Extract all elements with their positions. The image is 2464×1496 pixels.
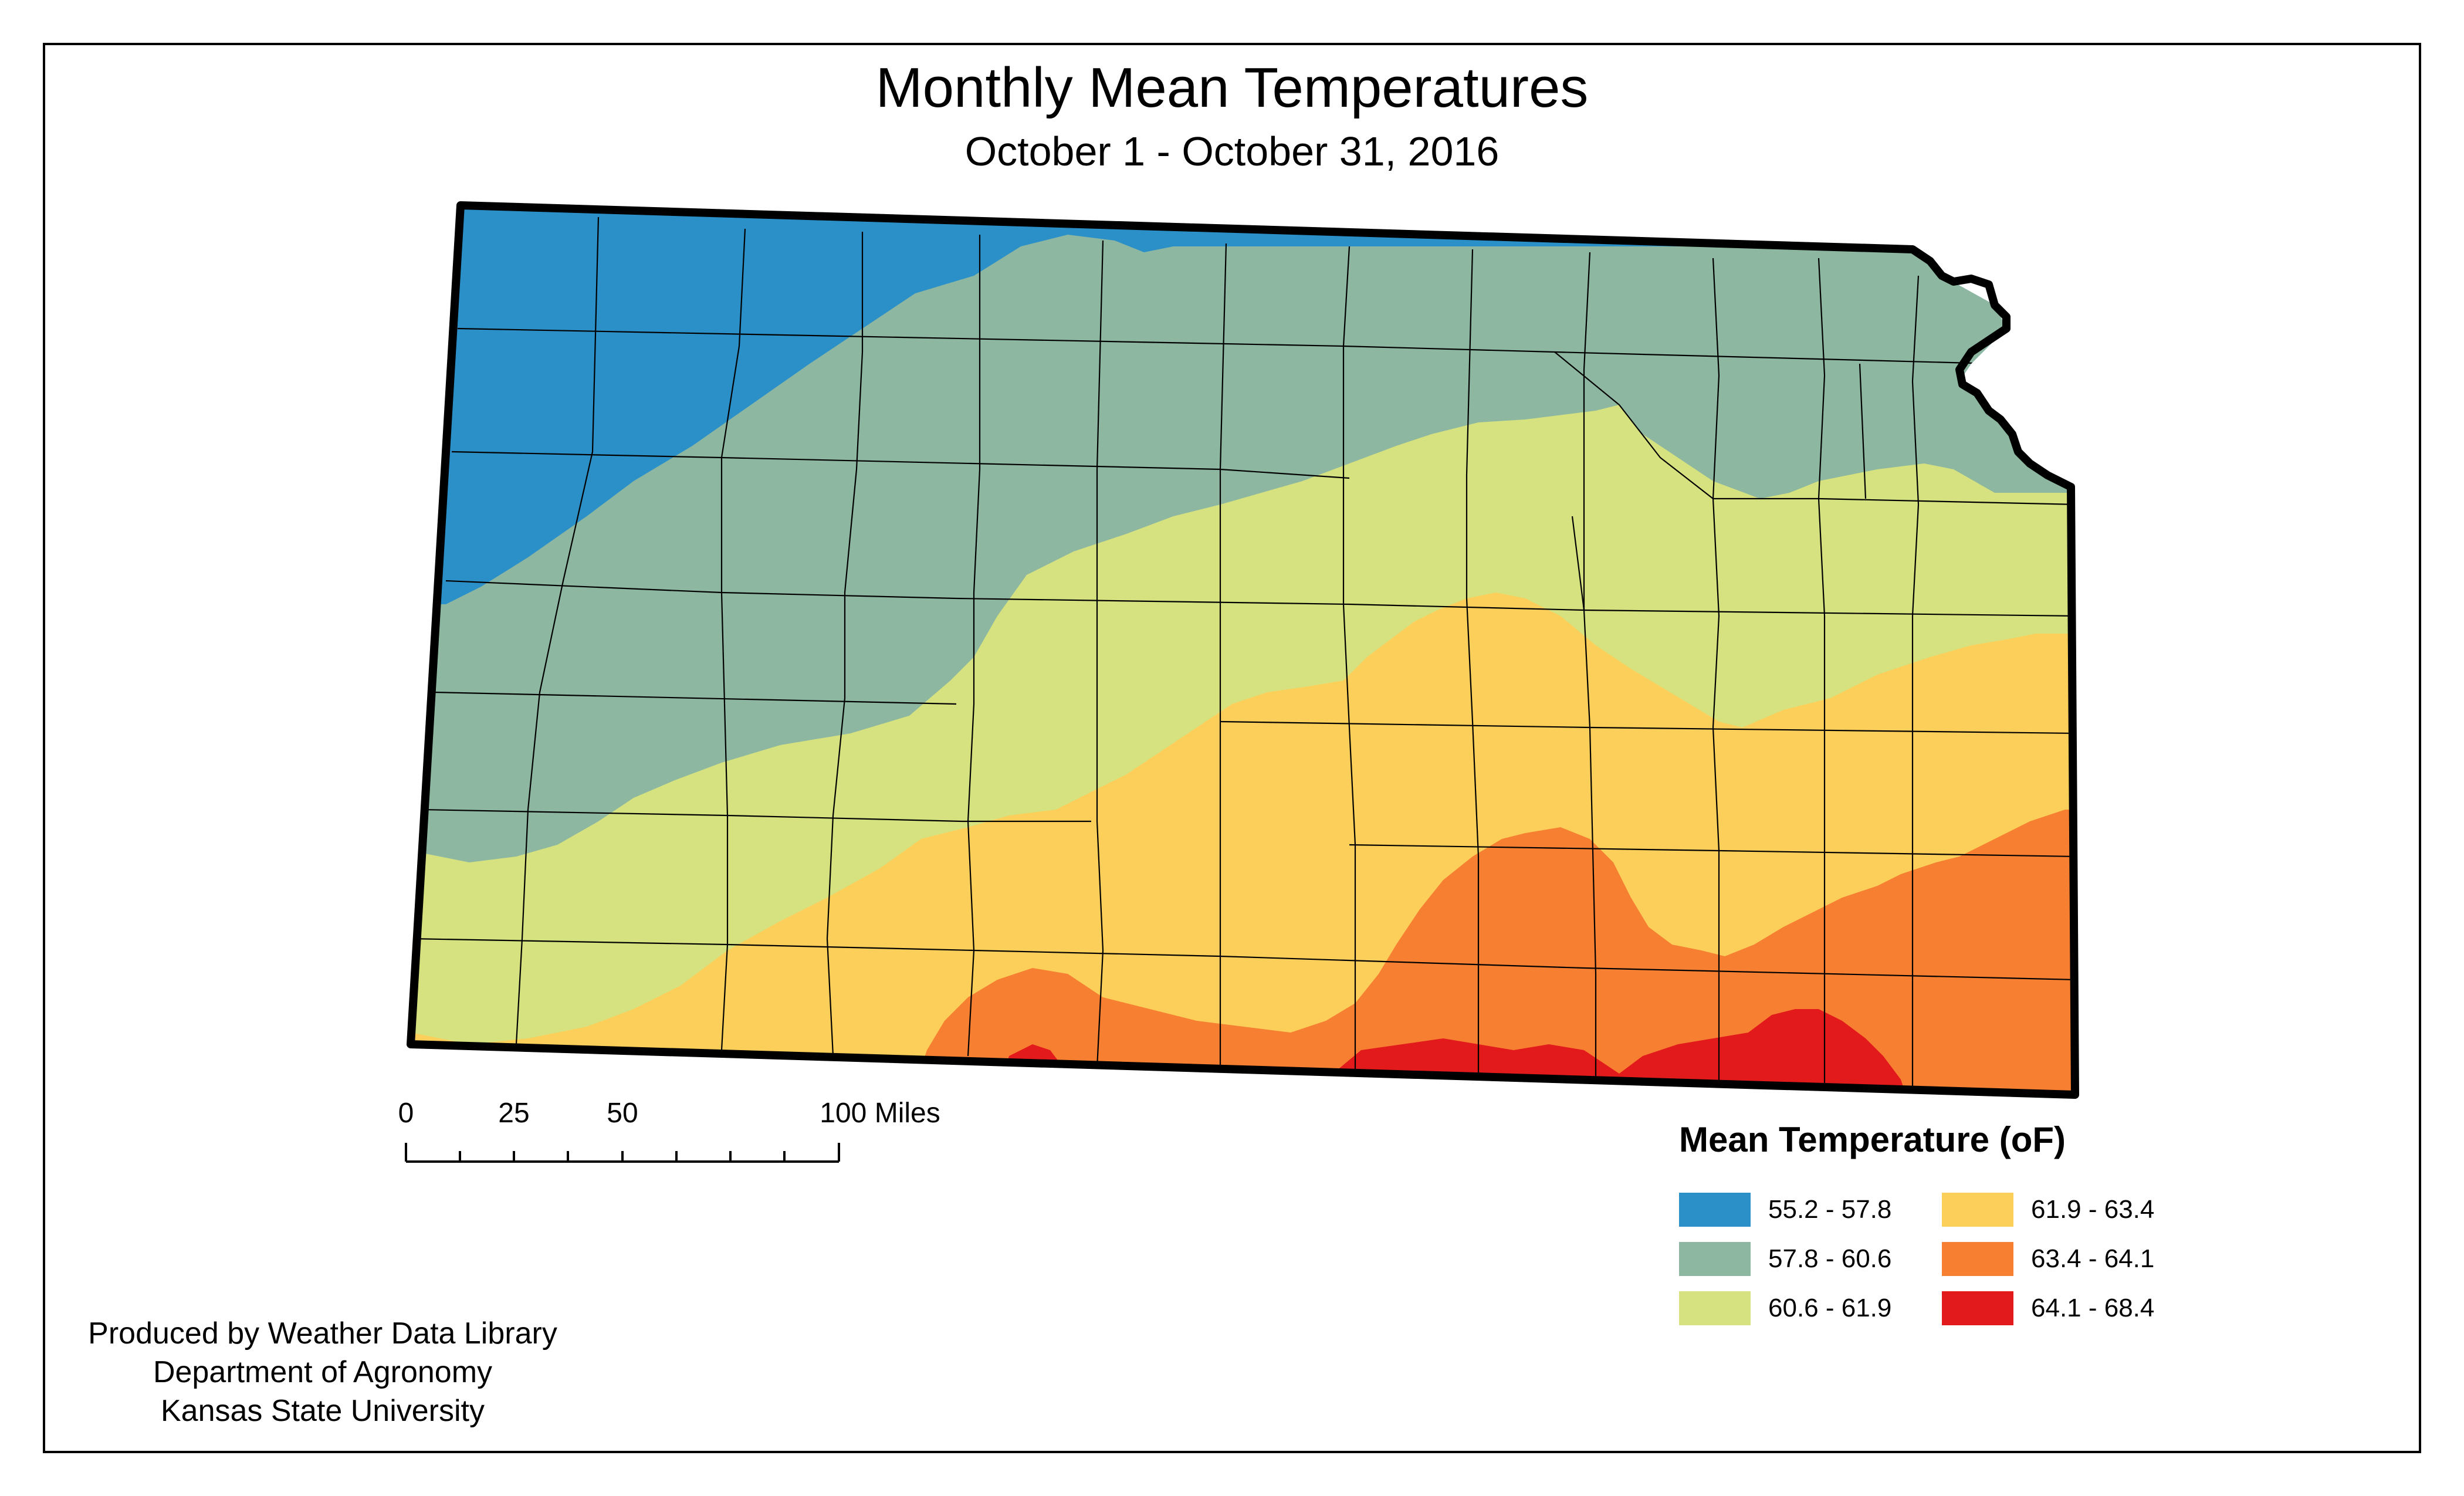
legend-label: 61.9 - 63.4: [2031, 1195, 2155, 1224]
scale-bar: 0 25 50 100 Miles: [398, 1097, 940, 1179]
scale-tick: [621, 1151, 624, 1162]
legend-item: 61.9 - 63.4: [1942, 1191, 2154, 1228]
map-frame: [43, 43, 2421, 1453]
scale-label-0: 0: [398, 1098, 414, 1129]
scale-tick: [567, 1151, 569, 1162]
credit-line: Kansas State University: [160, 1394, 485, 1428]
legend-swatch: [1942, 1291, 2013, 1325]
credit-line: Produced by Weather Data Library: [88, 1316, 557, 1351]
legend-swatch: [1942, 1193, 2013, 1227]
scale-tick: [675, 1151, 678, 1162]
legend-item: 63.4 - 64.1: [1942, 1240, 2154, 1278]
legend-item: 55.2 - 57.8: [1679, 1191, 1891, 1228]
legend-item: 60.6 - 61.9: [1679, 1289, 1891, 1327]
legend-swatch: [1679, 1291, 1751, 1325]
scale-label-100: 100 Miles: [820, 1098, 940, 1129]
legend-item: 57.8 - 60.6: [1679, 1240, 1891, 1278]
scale-label-50: 50: [607, 1098, 638, 1129]
scale-tick: [405, 1143, 407, 1162]
credit-line: Department of Agronomy: [153, 1355, 493, 1389]
scale-tick: [783, 1151, 786, 1162]
legend-title: Mean Temperature (oF): [1679, 1120, 2066, 1159]
scale-label-25: 25: [498, 1098, 530, 1129]
credits-block: Produced by Weather Data Library Departm…: [59, 1314, 587, 1430]
scale-tick: [838, 1143, 840, 1162]
legend-label: 63.4 - 64.1: [2031, 1244, 2155, 1273]
legend-swatch: [1679, 1193, 1751, 1227]
map-subtitle: October 1 - October 31, 2016: [964, 128, 1500, 174]
legend-item: 64.1 - 68.4: [1942, 1289, 2154, 1327]
temperature-zones: [411, 205, 2075, 1095]
legend-label: 60.6 - 61.9: [1768, 1294, 1892, 1322]
legend-label: 64.1 - 68.4: [2031, 1294, 2155, 1322]
scale-line: [406, 1160, 839, 1163]
scale-tick: [459, 1151, 461, 1162]
legend-label: 55.2 - 57.8: [1768, 1195, 1892, 1224]
map-title: Monthly Mean Temperatures: [875, 56, 1589, 119]
scale-tick: [729, 1151, 732, 1162]
legend-swatch: [1679, 1242, 1751, 1276]
county-boundaries: [411, 216, 2075, 1095]
scale-tick: [513, 1151, 515, 1162]
legend-swatch: [1942, 1242, 2013, 1276]
kansas-border: [407, 201, 2079, 1099]
legend-label: 57.8 - 60.6: [1768, 1244, 1892, 1273]
